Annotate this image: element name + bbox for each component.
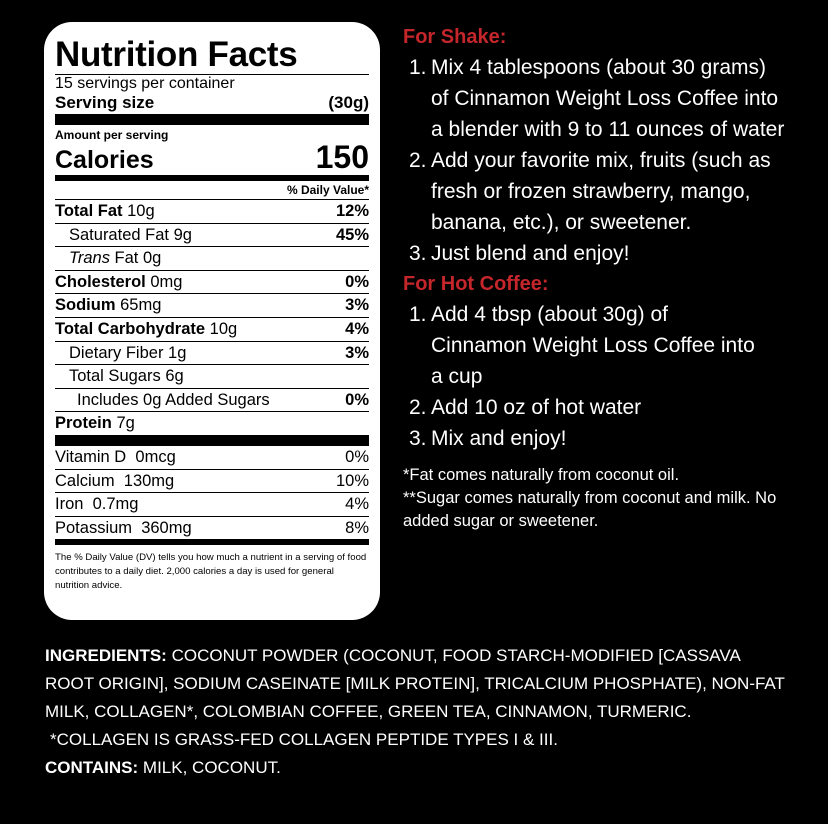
step-text: Add 4 tbsp (about 30g) of Cinnamon Weigh…: [431, 303, 755, 388]
step-text: Just blend and enjoy!: [431, 242, 630, 265]
vitamin-dv: 0%: [345, 447, 369, 466]
nutrient-name: Sodium: [55, 296, 116, 315]
collagen-note: *COLLAGEN IS GRASS-FED COLLAGEN PEPTIDE …: [50, 730, 558, 749]
step: 3. Just blend and enjoy!: [403, 238, 803, 269]
step: 1. Add 4 tbsp (about 30g) of Cinnamon Wei…: [403, 299, 803, 392]
step-number: 1.: [409, 303, 427, 326]
vitamin-name: Calcium: [55, 471, 115, 490]
nutrient-name: Fat: [114, 249, 139, 268]
nutrient-dv: 0%: [345, 272, 369, 291]
nutrient-name: Dietary Fiber: [69, 343, 164, 362]
step-number: 3.: [409, 427, 427, 450]
step-text: Mix and enjoy!: [431, 427, 567, 450]
notes: *Fat comes naturally from coconut oil. *…: [403, 464, 803, 533]
nutrient-row: Saturated Fat 9g 45%: [55, 224, 369, 248]
vitamin-amount: 360mg: [141, 518, 192, 537]
vitamin-amount: 0mcg: [135, 447, 176, 466]
nutrient-name: Total Sugars: [69, 367, 161, 386]
nutrient-amount: 10g: [127, 202, 155, 220]
nutrient-name: Includes 0g Added Sugars: [77, 390, 270, 409]
vitamin-name: Potassium: [55, 518, 133, 537]
vitamin-amount: 130mg: [123, 471, 175, 490]
nutrient-name: Protein: [55, 414, 112, 433]
nutrient-name-italic: Trans: [69, 249, 110, 268]
vitamins: Vitamin D 0mcg 0% Calcium 130mg 10% Iron 0…: [55, 446, 369, 546]
nutrient-name: Total Fat: [55, 202, 123, 220]
footnote: The % Daily Value (DV) tells you how muc…: [55, 552, 367, 592]
nutrient-amount: 10g: [209, 319, 238, 338]
nutrient-amount: 1g: [168, 343, 187, 362]
nutrient-row: Protein 7g: [55, 412, 369, 446]
nutrient-dv: 45%: [335, 225, 369, 244]
nutrient-row: Sodium 65mg 3%: [55, 294, 369, 318]
amount-per-serving: Amount per serving: [55, 128, 169, 142]
nutrient-row: Dietary Fiber 1g 3%: [55, 342, 369, 366]
vitamin-dv: 8%: [345, 518, 369, 537]
nutrient-row: Total Carbohydrate 10g 4%: [55, 318, 369, 342]
nutrient-amount: 0g: [142, 249, 162, 268]
step-text: Mix 4 tablespoons (about 30 grams) of Ci…: [431, 56, 785, 141]
serving-size-label: Serving size: [55, 93, 155, 112]
nutrient-dv: 0%: [345, 390, 369, 409]
vitamin-row: Calcium 130mg 10%: [55, 470, 369, 494]
nutrient-amount: 6g: [165, 367, 184, 386]
vitamin-name: Iron: [55, 495, 84, 514]
dv-header: % Daily Value*: [55, 181, 369, 200]
calories-row: Calories 150: [55, 139, 369, 181]
label-title: Nutrition Facts: [55, 36, 369, 75]
step-number: 3.: [409, 242, 427, 265]
calories-label: Calories: [55, 146, 154, 174]
nutrient-dv: 3%: [345, 343, 369, 362]
contains-label: CONTAINS:: [45, 758, 139, 777]
step-text: Add your favorite mix, fruits (such as f…: [431, 149, 771, 234]
nutrient-amount: 9g: [173, 225, 192, 244]
step: 3. Mix and enjoy!: [403, 423, 803, 454]
ingredients-block: INGREDIENTS: COCONUT POWDER (COCONUT, FO…: [45, 642, 785, 782]
ingredients-text: COCONUT POWDER (COCONUT, FOOD STARCH-MOD…: [45, 646, 785, 721]
ingredients-label: INGREDIENTS:: [45, 646, 167, 665]
nutrient-amount: 7g: [116, 414, 135, 433]
nutrient-dv: 3%: [345, 296, 369, 315]
step-text: Add 10 oz of hot water: [431, 396, 642, 419]
nutrient-row: Trans Fat 0g: [55, 247, 369, 271]
instructions: For Shake: 1. Mix 4 tablespoons (about 30…: [403, 22, 803, 533]
vitamin-row: Vitamin D 0mcg 0%: [55, 446, 369, 470]
nutrient-row: Total Sugars 6g: [55, 365, 369, 389]
serving-size: Serving size (30g): [55, 93, 369, 125]
section-heading: For Shake:: [403, 26, 507, 48]
vitamin-dv: 10%: [335, 471, 369, 490]
contains: CONTAINS: MILK, COCONUT.: [45, 754, 785, 782]
nutrient-dv: 4%: [345, 319, 369, 338]
step-number: 1.: [409, 56, 427, 79]
servings: 15 servings per container: [55, 75, 235, 92]
note: *Fat comes naturally from coconut oil.: [403, 466, 680, 484]
contains-text: MILK, COCONUT.: [142, 758, 281, 777]
section-heading: For Hot Coffee:: [403, 273, 549, 295]
nutrient-amount: 65mg: [120, 296, 162, 315]
nutrient-name: Cholesterol: [55, 272, 146, 291]
nutrient-amount: 0mg: [150, 272, 183, 291]
nutrient-row: Cholesterol 0mg 0%: [55, 271, 369, 295]
step: 1. Mix 4 tablespoons (about 30 grams) of …: [403, 52, 803, 145]
step-number: 2.: [409, 396, 427, 419]
vitamin-amount: 0.7mg: [92, 495, 139, 514]
nutrient-row: Total Fat 10g 12%: [55, 200, 369, 224]
vitamin-dv: 4%: [345, 495, 369, 514]
vitamin-row: Iron 0.7mg 4%: [55, 493, 369, 517]
nutrition-label: Nutrition Facts 15 servings per containe…: [44, 22, 380, 620]
step-number: 2.: [409, 149, 427, 172]
nutrient-row: Includes 0g Added Sugars 0%: [55, 389, 369, 413]
vitamin-name: Vitamin D: [55, 447, 127, 466]
calories-value: 150: [315, 139, 369, 175]
step: 2. Add your favorite mix, fruits (such as…: [403, 145, 803, 238]
nutrient-dv: 12%: [335, 202, 369, 220]
nutrient-name: Total Carbohydrate: [55, 319, 206, 338]
step: 2. Add 10 oz of hot water: [403, 392, 803, 423]
note: **Sugar comes naturally from coconut and…: [403, 489, 777, 530]
ingredients: INGREDIENTS: COCONUT POWDER (COCONUT, FO…: [45, 642, 785, 726]
vitamin-row: Potassium 360mg 8%: [55, 517, 369, 546]
serving-size-value: (30g): [328, 93, 369, 112]
nutrient-name: Saturated Fat: [69, 225, 169, 244]
